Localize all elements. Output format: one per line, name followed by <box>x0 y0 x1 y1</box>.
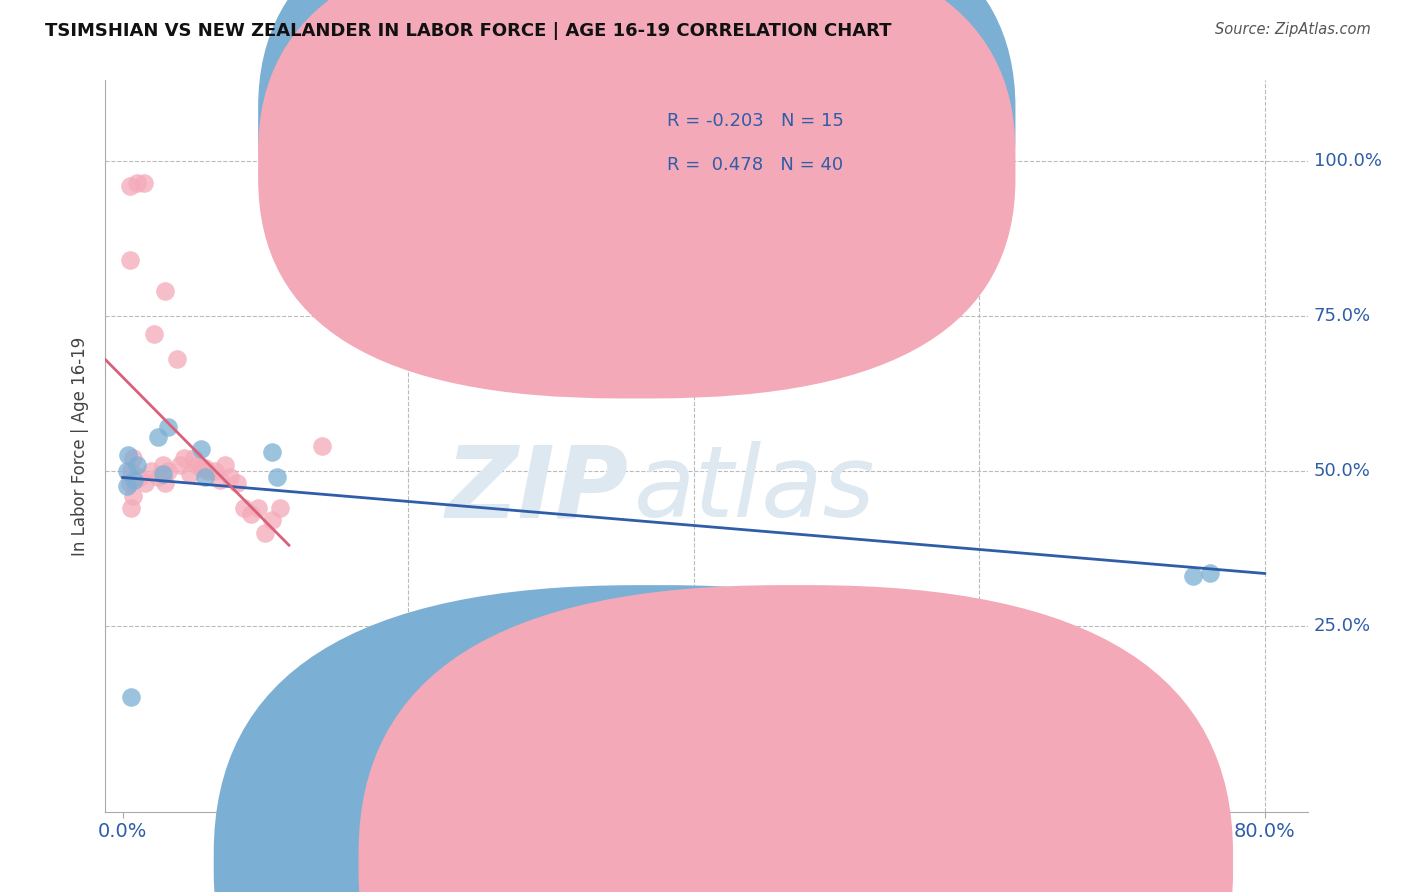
Point <box>117 448 139 462</box>
Point <box>148 470 170 484</box>
Point <box>232 500 254 515</box>
Point <box>194 470 217 484</box>
Text: atlas: atlas <box>634 442 876 539</box>
Point <box>118 178 141 193</box>
Text: Source: ZipAtlas.com: Source: ZipAtlas.com <box>1215 22 1371 37</box>
Point <box>134 476 156 491</box>
Point <box>190 442 212 456</box>
Text: TSIMSHIAN VS NEW ZEALANDER IN LABOR FORCE | AGE 16-19 CORRELATION CHART: TSIMSHIAN VS NEW ZEALANDER IN LABOR FORC… <box>45 22 891 40</box>
Text: 100.0%: 100.0% <box>1313 152 1382 169</box>
Point <box>190 460 212 475</box>
Point <box>240 507 263 521</box>
Point <box>262 513 284 527</box>
Point <box>166 352 188 367</box>
Text: 50.0%: 50.0% <box>1313 462 1371 480</box>
Point <box>155 284 177 298</box>
Text: R = -0.203   N = 15: R = -0.203 N = 15 <box>666 112 844 130</box>
Point <box>214 458 236 472</box>
FancyBboxPatch shape <box>592 87 905 212</box>
Point <box>266 470 288 484</box>
Point <box>152 467 174 481</box>
Point <box>269 500 291 515</box>
Point <box>169 458 191 472</box>
Point <box>115 464 138 478</box>
Point <box>128 470 150 484</box>
Text: New Zealanders: New Zealanders <box>817 854 963 871</box>
Point <box>1199 566 1222 580</box>
Point <box>194 460 217 475</box>
Point <box>311 439 333 453</box>
Point <box>225 476 247 491</box>
Text: 25.0%: 25.0% <box>1313 616 1371 635</box>
Point <box>157 464 180 478</box>
Y-axis label: In Labor Force | Age 16-19: In Labor Force | Age 16-19 <box>72 336 90 556</box>
Point <box>247 500 270 515</box>
FancyBboxPatch shape <box>259 0 1015 399</box>
Point <box>183 451 205 466</box>
Point <box>148 430 170 444</box>
Point <box>155 476 177 491</box>
Point <box>204 464 226 478</box>
Point <box>1182 569 1205 583</box>
Point <box>311 708 333 723</box>
Point <box>218 470 240 484</box>
Point <box>254 525 277 540</box>
Point <box>125 176 148 190</box>
FancyBboxPatch shape <box>259 0 1015 355</box>
Point <box>139 464 162 478</box>
Point <box>118 253 141 268</box>
Text: ZIP: ZIP <box>446 442 628 539</box>
Point <box>120 690 142 704</box>
Point <box>121 489 143 503</box>
Point <box>152 458 174 472</box>
Point <box>173 451 195 466</box>
Point <box>197 464 219 478</box>
Point <box>208 473 231 487</box>
Text: Tsimshian: Tsimshian <box>672 854 761 871</box>
Point <box>179 467 201 481</box>
Point <box>262 445 284 459</box>
Point <box>157 420 180 434</box>
Point <box>125 458 148 472</box>
Point <box>143 327 166 342</box>
Point <box>122 473 145 487</box>
Point <box>132 176 155 190</box>
Text: R =  0.478   N = 40: R = 0.478 N = 40 <box>666 156 844 174</box>
Point <box>121 451 143 466</box>
Point <box>118 476 141 491</box>
Text: 75.0%: 75.0% <box>1313 307 1371 325</box>
Point <box>120 464 142 478</box>
Point <box>186 458 208 472</box>
Point <box>115 479 138 493</box>
Point <box>120 500 142 515</box>
